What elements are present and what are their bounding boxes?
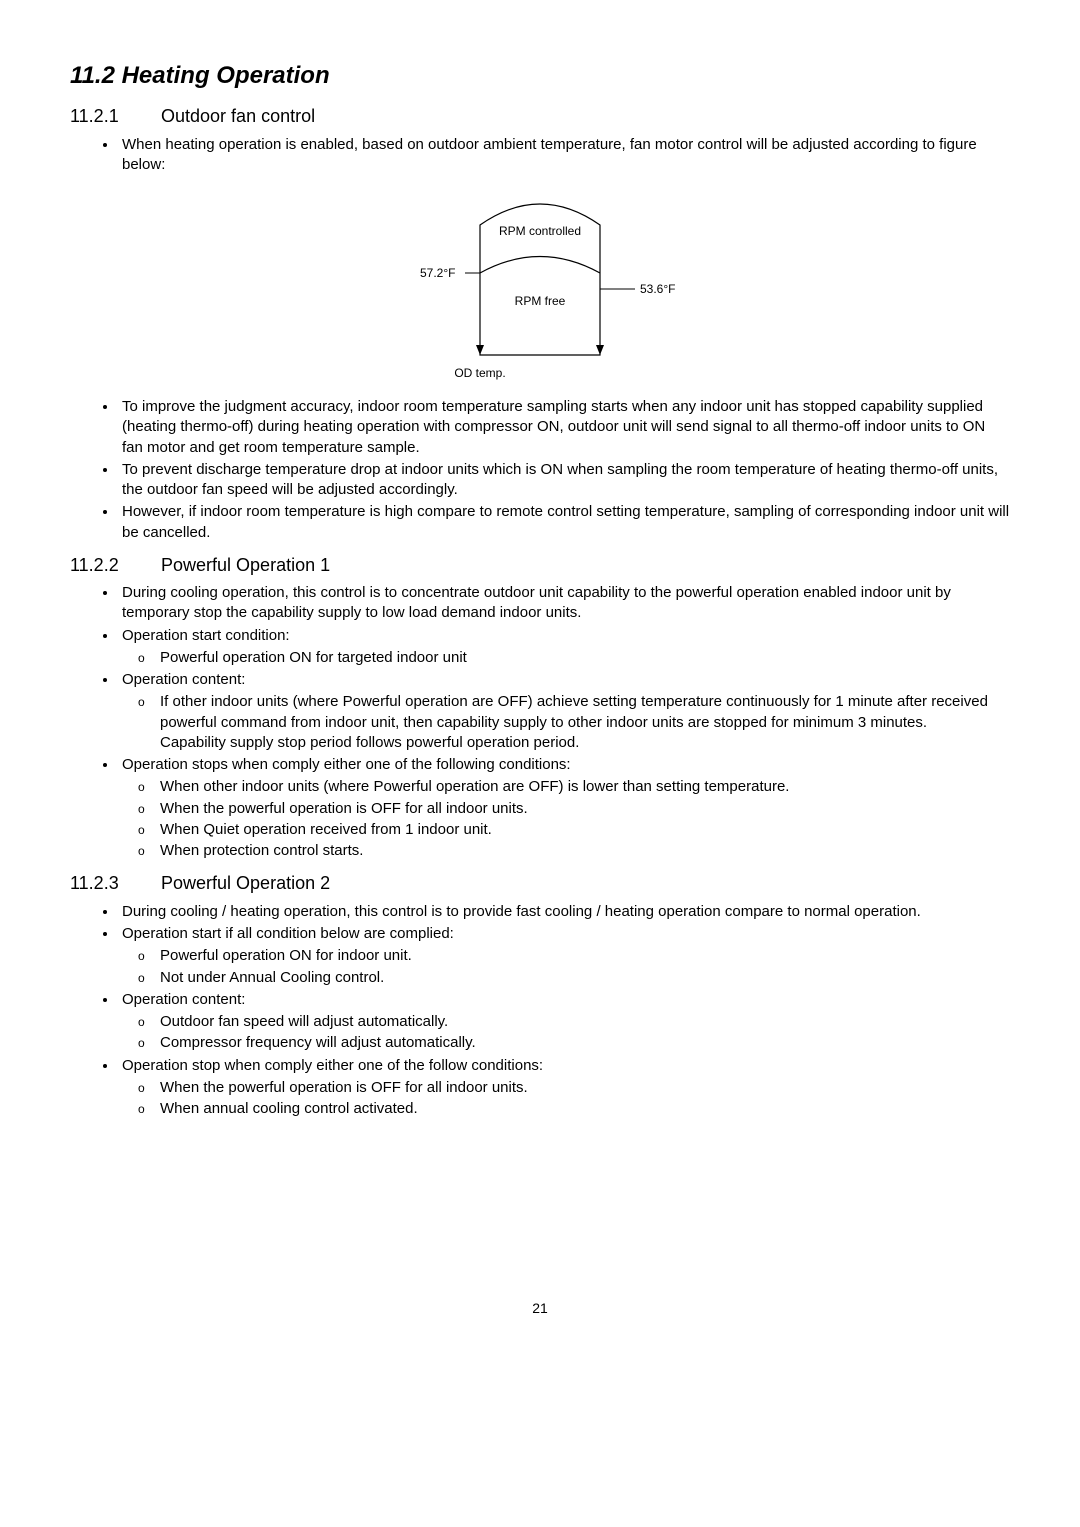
subsection-num: 11.2.1 [70, 104, 156, 128]
bullet-text: Operation stop when comply either one of… [118, 1056, 1010, 1120]
sub-bullet: If other indoor units (where Powerful op… [160, 692, 1010, 753]
subsection-11-2-1: 11.2.1 Outdoor fan control [70, 104, 1010, 128]
diagram-caption: OD temp. [454, 366, 505, 380]
bullet-text: Operation start if all condition below a… [118, 924, 1010, 988]
bullet-text: Operation start condition: Powerful oper… [118, 626, 1010, 669]
sub-bullet: Not under Annual Cooling control. [160, 968, 1010, 988]
sub-bullet: Outdoor fan speed will adjust automatica… [160, 1012, 1010, 1032]
bullet-text: During cooling / heating operation, this… [118, 902, 1010, 922]
subsection-title: Outdoor fan control [161, 106, 315, 126]
bullet-text: During cooling operation, this control i… [118, 583, 1010, 624]
sub-bullet: Powerful operation ON for targeted indoo… [160, 648, 1010, 668]
section-heading: 11.2 Heating Operation [70, 60, 1010, 92]
bullet-label: Operation content: [122, 671, 245, 688]
diagram-right-label: 53.6°F [640, 282, 675, 296]
subsection-11-2-3: 11.2.3 Powerful Operation 2 [70, 871, 1010, 895]
bullet-label: Operation start if all condition below a… [122, 925, 454, 942]
bullet-text: However, if indoor room temperature is h… [118, 502, 1010, 543]
sub-bullet: When protection control starts. [160, 841, 1010, 861]
diagram-mid-text: RPM free [515, 294, 566, 308]
fan-control-diagram: 57.2°F 53.6°F RPM controlled RPM free OD… [70, 185, 1010, 385]
sub-bullet: When other indoor units (where Powerful … [160, 777, 1010, 797]
sub-bullet: When annual cooling control activated. [160, 1099, 1010, 1119]
bullet-label: Operation stops when comply either one o… [122, 756, 571, 773]
sub-bullet: When the powerful operation is OFF for a… [160, 1078, 1010, 1098]
subsection-title: Powerful Operation 2 [161, 873, 330, 893]
bullet-text: Operation content: Outdoor fan speed wil… [118, 990, 1010, 1054]
sub-bullet: Compressor frequency will adjust automat… [160, 1033, 1010, 1053]
diagram-left-label: 57.2°F [420, 266, 455, 280]
bullet-text: Operation stops when comply either one o… [118, 755, 1010, 861]
bullet-intro: When heating operation is enabled, based… [118, 135, 1010, 176]
bullet-text: To prevent discharge temperature drop at… [118, 460, 1010, 501]
sub-bullet: When Quiet operation received from 1 ind… [160, 820, 1010, 840]
subsection-num: 11.2.3 [70, 871, 156, 895]
bullet-label: Operation content: [122, 991, 245, 1008]
sub-bullet: When the powerful operation is OFF for a… [160, 799, 1010, 819]
sub-bullet: Powerful operation ON for indoor unit. [160, 946, 1010, 966]
diagram-top-text: RPM controlled [499, 224, 581, 238]
bullet-text: To improve the judgment accuracy, indoor… [118, 397, 1010, 458]
subsection-title: Powerful Operation 1 [161, 555, 330, 575]
subsection-num: 11.2.2 [70, 553, 156, 577]
subsection-11-2-2: 11.2.2 Powerful Operation 1 [70, 553, 1010, 577]
bullet-label: Operation start condition: [122, 627, 290, 644]
bullet-label: Operation stop when comply either one of… [122, 1057, 543, 1074]
page-number: 21 [70, 1299, 1010, 1318]
bullet-text: Operation content: If other indoor units… [118, 670, 1010, 753]
